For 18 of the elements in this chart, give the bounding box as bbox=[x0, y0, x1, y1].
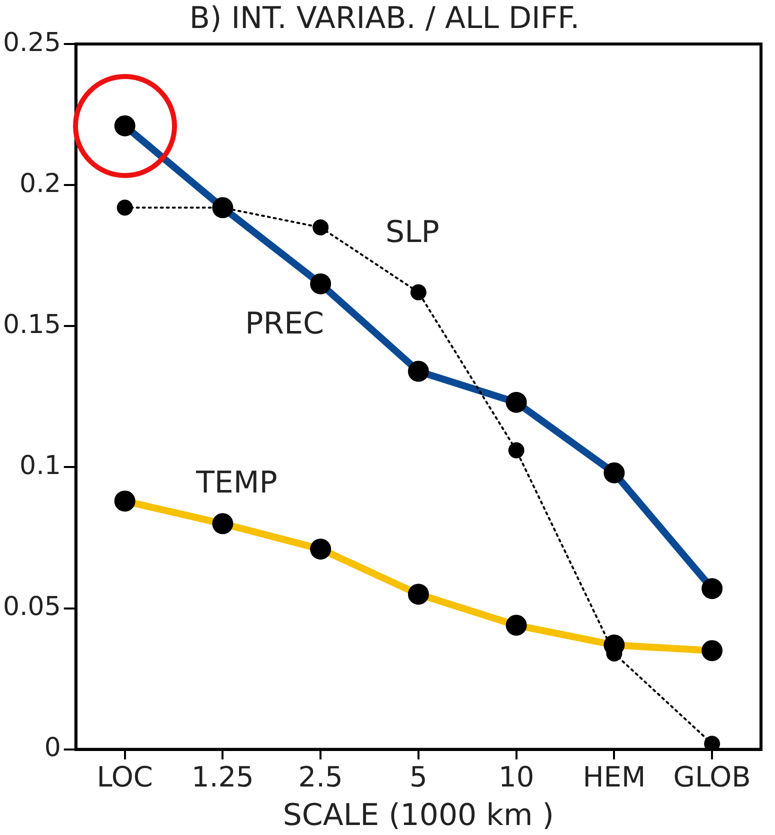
y-tick-label: 0.15 bbox=[3, 310, 61, 340]
y-tick-label: 0.05 bbox=[3, 592, 61, 622]
y-tick-label: 0.25 bbox=[3, 28, 61, 58]
x-tick-label: 2.5 bbox=[298, 760, 343, 794]
x-tick-label: HEM bbox=[582, 760, 646, 794]
series-label: PREC bbox=[245, 306, 324, 342]
y-tick-label: 0.1 bbox=[20, 450, 61, 481]
series-label: TEMP bbox=[195, 465, 278, 500]
x-tick-label: LOC bbox=[96, 760, 153, 794]
y-tick-label: 0.2 bbox=[20, 168, 61, 199]
x-tick-label: 5 bbox=[410, 760, 428, 794]
series-label: SLP bbox=[386, 215, 440, 250]
x-axis-title: SCALE (1000 km ) bbox=[282, 798, 554, 833]
y-tick-label: 0 bbox=[44, 733, 61, 764]
chart-title: B) INT. VARIAB. / ALL DIFF. bbox=[189, 0, 580, 36]
x-tick-label: 1.25 bbox=[192, 760, 254, 794]
x-tick-label: GLOB bbox=[673, 760, 751, 794]
x-tick-label: 10 bbox=[498, 760, 534, 794]
